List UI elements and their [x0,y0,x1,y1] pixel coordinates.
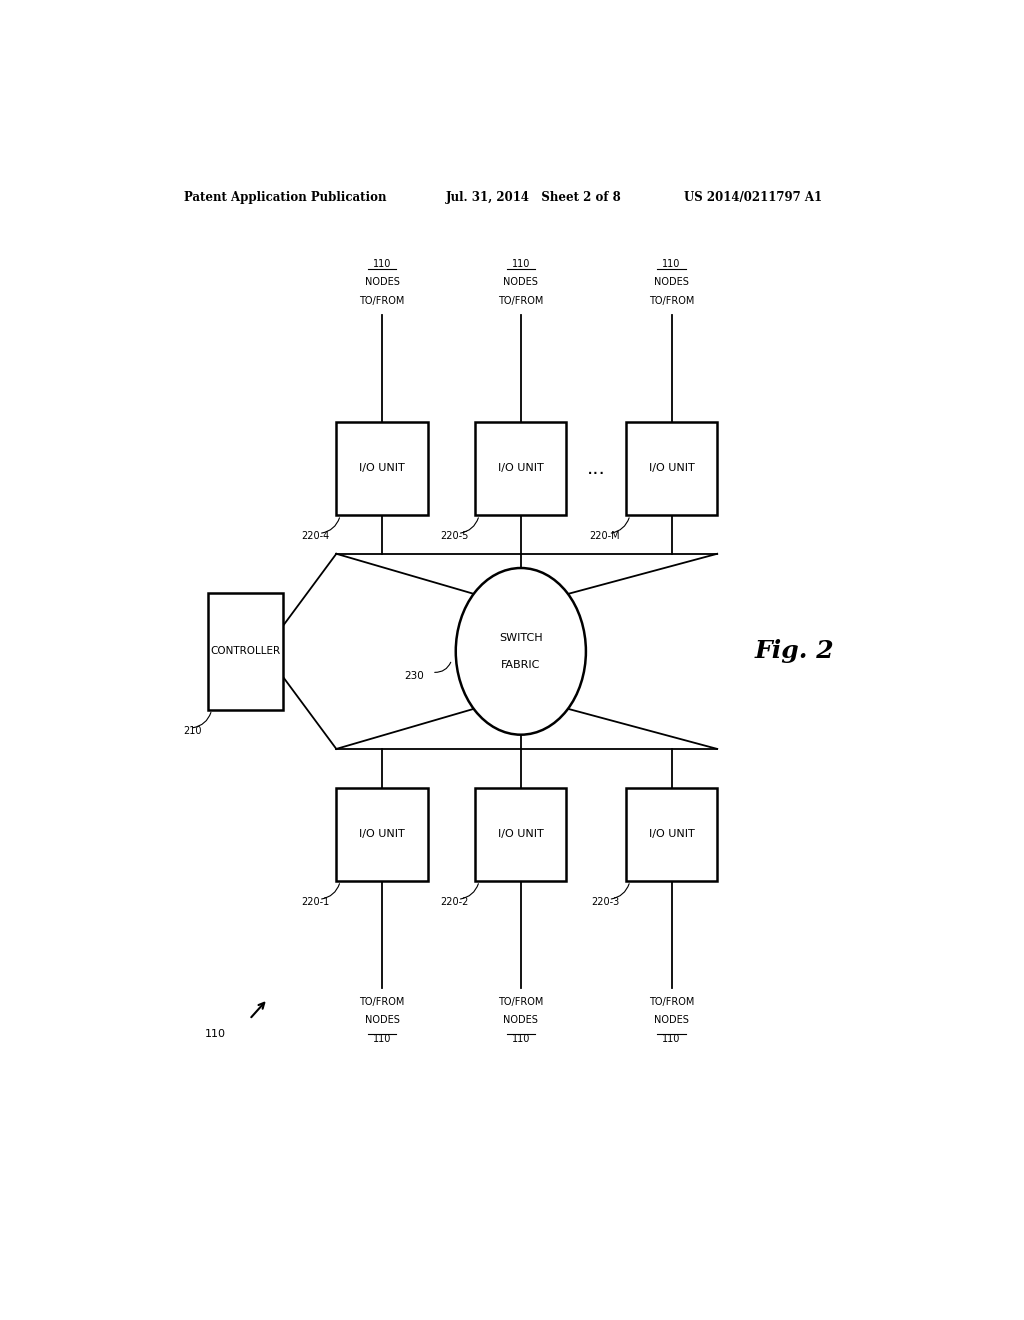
Text: 110: 110 [663,1034,681,1044]
Text: NODES: NODES [654,277,689,288]
Text: NODES: NODES [365,277,399,288]
Text: I/O UNIT: I/O UNIT [498,829,544,840]
Text: Jul. 31, 2014   Sheet 2 of 8: Jul. 31, 2014 Sheet 2 of 8 [445,190,622,203]
Bar [626,788,717,880]
Text: 110: 110 [373,1034,391,1044]
Text: 110: 110 [663,259,681,269]
Text: TO/FROM: TO/FROM [498,997,544,1007]
Bar [208,593,284,710]
Text: I/O UNIT: I/O UNIT [649,829,694,840]
Bar [336,788,428,880]
Text: TO/FROM: TO/FROM [649,997,694,1007]
Circle shape [456,568,586,735]
Bar [475,788,566,880]
Text: 210: 210 [183,726,202,737]
Text: SWITCH: SWITCH [499,634,543,643]
Text: TO/FROM: TO/FROM [498,296,544,306]
Text: 220-2: 220-2 [440,898,469,907]
Text: I/O UNIT: I/O UNIT [498,463,544,474]
Bar [626,421,717,515]
Text: NODES: NODES [654,1015,689,1026]
Text: NODES: NODES [504,1015,539,1026]
Text: Fig. 2: Fig. 2 [755,639,835,664]
Text: 110: 110 [512,259,530,269]
Text: NODES: NODES [365,1015,399,1026]
Text: 230: 230 [404,672,424,681]
Text: 110: 110 [205,1030,226,1039]
Bar [475,421,566,515]
Bar [336,421,428,515]
Text: TO/FROM: TO/FROM [359,296,404,306]
Text: I/O UNIT: I/O UNIT [649,463,694,474]
Text: US 2014/0211797 A1: US 2014/0211797 A1 [684,190,821,203]
Text: Patent Application Publication: Patent Application Publication [183,190,386,203]
Text: I/O UNIT: I/O UNIT [359,463,404,474]
Text: TO/FROM: TO/FROM [649,296,694,306]
Text: I/O UNIT: I/O UNIT [359,829,404,840]
Text: 220-5: 220-5 [440,532,469,541]
Text: 110: 110 [373,259,391,269]
Text: NODES: NODES [504,277,539,288]
Text: TO/FROM: TO/FROM [359,997,404,1007]
Text: CONTROLLER: CONTROLLER [210,647,281,656]
Text: 110: 110 [512,1034,530,1044]
Text: ...: ... [587,459,605,478]
Text: FABRIC: FABRIC [501,660,541,669]
Text: 220-M: 220-M [589,532,620,541]
Text: 220-3: 220-3 [592,898,620,907]
Text: 220-1: 220-1 [302,898,330,907]
Text: 220-4: 220-4 [302,532,330,541]
